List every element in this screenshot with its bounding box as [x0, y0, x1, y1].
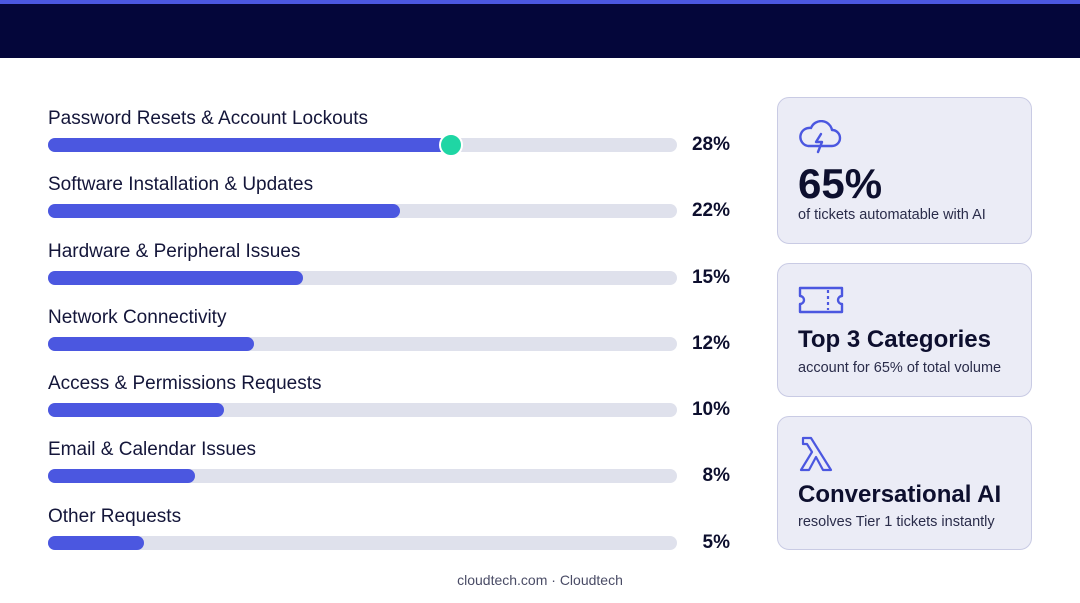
bar-fill [48, 138, 451, 152]
bar-label: Email & Calendar Issues [48, 439, 257, 461]
ticket-icon [798, 286, 844, 314]
bar-percent: 12% [691, 332, 730, 354]
bar-percent: 10% [691, 399, 730, 421]
header-accent-line [0, 0, 1080, 4]
bar-percent: 8% [702, 465, 730, 487]
bar-row-hardware: Hardware & Peripheral Issues 15% [48, 241, 738, 307]
bar-fill [48, 403, 225, 418]
bar-track[interactable] [48, 133, 677, 157]
stat-subtext: account for 65% of total volume [798, 360, 1002, 376]
bar-label: Network Connectivity [48, 306, 227, 328]
cloud-lightning-icon [799, 120, 842, 154]
stat-card-automation: 65% of tickets automatable with AI [777, 97, 1032, 244]
stat-subtext: of tickets automatable with AI [798, 207, 986, 223]
bar-track [48, 204, 677, 219]
bar-row-email-calendar: Email & Calendar Issues 8% [48, 439, 738, 505]
stat-headline: Conversational AI [798, 481, 1002, 508]
bar-fill [48, 469, 196, 484]
bar-track [48, 336, 677, 351]
bar-row-password-resets: Password Resets & Account Lockouts 28% [48, 108, 738, 174]
bar-percent: 5% [702, 531, 730, 553]
bar-label: Password Resets & Account Lockouts [48, 108, 368, 129]
stat-headline: 65% [798, 160, 883, 207]
bar-fill [48, 336, 255, 351]
bar-percent: 22% [691, 200, 730, 222]
bar-label: Hardware & Peripheral Issues [48, 240, 301, 262]
bar-fill [48, 535, 144, 550]
bar-track [48, 403, 677, 418]
slider-knob[interactable] [438, 133, 463, 157]
bar-fill [48, 270, 303, 285]
stat-subtext: resolves Tier 1 tickets instantly [798, 514, 995, 530]
stat-card-top-categories: Top 3 Categories account for 65% of tota… [777, 263, 1032, 397]
lambda-icon [799, 436, 833, 472]
bar-row-network: Network Connectivity 12% [48, 307, 738, 373]
bar-label: Software Installation & Updates [48, 174, 314, 196]
bar-row-software-installation: Software Installation & Updates 22% [48, 174, 738, 240]
bar-label: Other Requests [48, 505, 182, 527]
stat-card-conversational-ai: Conversational AI resolves Tier 1 ticket… [777, 416, 1032, 550]
stat-headline: Top 3 Categories [798, 326, 991, 353]
bar-row-access-permissions: Access & Permissions Requests 10% [48, 373, 738, 439]
bar-percent: 15% [691, 266, 730, 288]
category-bar-list: Password Resets & Account Lockouts 28% S… [48, 108, 738, 572]
header-bar [0, 0, 1080, 58]
bar-label: Access & Permissions Requests [48, 373, 322, 395]
bar-track [48, 469, 677, 484]
bar-track [48, 270, 677, 285]
bar-fill [48, 204, 401, 219]
bar-track [48, 535, 677, 550]
footer-credit: cloudtech.com · Cloudtech [457, 572, 623, 588]
bar-percent: 28% [691, 134, 730, 155]
bar-row-other: Other Requests 5% [48, 506, 738, 572]
